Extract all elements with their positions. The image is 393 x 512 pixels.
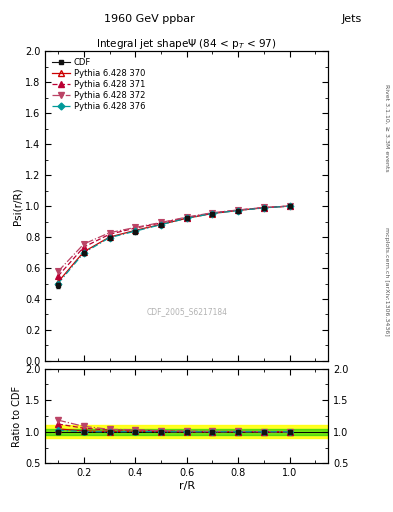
- Text: Jets: Jets: [341, 14, 362, 25]
- Text: 1960 GeV ppbar: 1960 GeV ppbar: [104, 14, 195, 25]
- Y-axis label: Ratio to CDF: Ratio to CDF: [12, 386, 22, 446]
- Legend: CDF, Pythia 6.428 370, Pythia 6.428 371, Pythia 6.428 372, Pythia 6.428 376: CDF, Pythia 6.428 370, Pythia 6.428 371,…: [50, 55, 147, 114]
- Text: mcplots.cern.ch [arXiv:1306.3436]: mcplots.cern.ch [arXiv:1306.3436]: [384, 227, 389, 336]
- X-axis label: r/R: r/R: [178, 481, 195, 491]
- Text: Rivet 3.1.10, ≥ 3.3M events: Rivet 3.1.10, ≥ 3.3M events: [384, 84, 389, 172]
- Y-axis label: Psi(r/R): Psi(r/R): [12, 187, 22, 225]
- Title: Integral jet shapeΨ (84 < p$_T$ < 97): Integral jet shapeΨ (84 < p$_T$ < 97): [96, 37, 277, 51]
- Text: CDF_2005_S6217184: CDF_2005_S6217184: [146, 307, 227, 316]
